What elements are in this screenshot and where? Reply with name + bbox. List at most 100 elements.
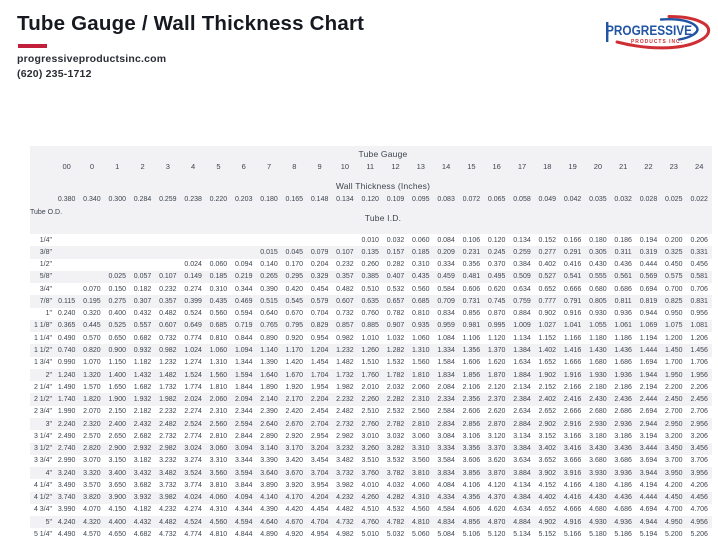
tube-id-value: 3.884 <box>509 467 535 480</box>
tube-id-value: 0.209 <box>433 246 459 259</box>
tube-id-value: 2.982 <box>155 442 181 455</box>
tube-id-value: 0.219 <box>231 270 257 284</box>
tube-id-value: 2.152 <box>538 383 557 391</box>
tube-id-value: 1.524 <box>180 368 206 382</box>
tube-od-label: 3 1/2" <box>30 442 54 455</box>
tube-id-value: 3.732 <box>332 467 358 480</box>
tube-id-value: 3.594 <box>231 467 257 480</box>
tube-id-value: 2.232 <box>332 393 358 406</box>
tube-id-value: 0.709 <box>433 295 459 308</box>
tube-id-value: 4.432 <box>129 516 156 529</box>
tube-id-value: 2.482 <box>155 417 181 431</box>
tube-id-value: 0.956 <box>690 310 708 318</box>
tube-id-value: 1.670 <box>281 368 307 382</box>
tube-id-value: 1.061 <box>610 319 636 333</box>
tube-id-value: 1.232 <box>332 344 358 357</box>
tube-id-value: 2.274 <box>184 408 202 416</box>
tube-id-value: 2.570 <box>83 432 101 440</box>
tube-id-value: 0.045 <box>281 246 307 259</box>
tube-id-value: 2.704 <box>306 417 333 431</box>
tube-id-value: 4.420 <box>285 506 304 514</box>
tube-id-value: 2.810 <box>408 417 434 431</box>
spacer-cell <box>30 159 54 173</box>
tube-id-value: 0.260 <box>361 261 379 269</box>
tube-id-value: 4.670 <box>281 516 307 529</box>
tube-id-value: 4.150 <box>108 506 126 514</box>
tube-id-value: 0.950 <box>665 310 683 318</box>
tube-id-value: 1.902 <box>534 368 560 382</box>
tube-id-value: 1.916 <box>559 368 586 382</box>
tube-id-value: 1.560 <box>412 359 430 367</box>
tube-id-value: 1.560 <box>205 368 232 382</box>
tube-id-value: 0.025 <box>104 270 130 284</box>
wall-thickness-value: 0.035 <box>585 192 611 206</box>
tube-id-value: 2.310 <box>408 393 434 406</box>
tube-id-value: 1.134 <box>513 334 531 342</box>
tube-id-value: 3.070 <box>83 457 101 465</box>
tube-id-value: 2.134 <box>513 383 531 391</box>
tube-id-value: 3.060 <box>205 442 232 455</box>
tube-id-value: 4.320 <box>79 516 105 529</box>
gauge-column-header: 12 <box>382 159 409 173</box>
tube-od-label: 3" <box>30 417 54 431</box>
tube-id-value: 0.810 <box>412 310 430 318</box>
tube-id-value: 0.140 <box>260 261 278 269</box>
tube-id-value: 4.700 <box>665 506 683 514</box>
table-row: 1 1/4" 0.490 0.570 0.650 0.682 0.732 0.774 0.81… <box>30 332 712 344</box>
tube-id-value: 3.282 <box>382 442 409 455</box>
tube-id-value: 3.152 <box>538 432 557 440</box>
tube-id-value: 0.370 <box>487 261 506 269</box>
tube-id-value: 3.186 <box>614 432 632 440</box>
tube-id-value: 2.482 <box>336 408 354 416</box>
tube-id-value: 0.560 <box>209 310 228 318</box>
phone-text: (620) 235-1712 <box>17 68 92 80</box>
tube-id-value: 3.260 <box>357 442 383 455</box>
tube-id-value: 3.436 <box>610 442 636 455</box>
tube-id-value: 0.829 <box>306 319 333 333</box>
tube-id-value: 0.232 <box>159 285 177 293</box>
wall-thickness-value: 0.049 <box>534 192 560 206</box>
tube-id-value: 0.890 <box>260 334 278 342</box>
title-accent-bar <box>18 44 47 48</box>
tube-id-value: 3.390 <box>260 457 278 465</box>
tube-id-value: 0.774 <box>184 334 202 342</box>
tube-id-value: 0.157 <box>382 246 409 259</box>
gauge-numbers-row: 00 0 1 2 3 4 5 6 7 8 9 10 11 12 13 14 15 16 17 18 19 20 21 22 23… <box>30 159 712 173</box>
tube-id-value: 3.902 <box>534 467 560 480</box>
tube-id-value: 3.320 <box>79 467 105 480</box>
tube-id-value: 1.490 <box>57 383 76 391</box>
tube-id-value: 3.810 <box>209 481 228 489</box>
tube-id-value: 1.070 <box>83 359 101 367</box>
tube-id-value: 0.652 <box>538 285 557 293</box>
tube-id-value: 3.120 <box>487 432 506 440</box>
tube-id-value: 0.150 <box>108 285 126 293</box>
tube-id-value: 2.180 <box>589 383 607 391</box>
tube-id-value: 3.666 <box>563 457 582 465</box>
tube-id-value: 4.666 <box>563 506 582 514</box>
tube-id-value: 3.682 <box>133 481 152 489</box>
tube-id-value: 0.482 <box>159 310 177 318</box>
tube-id-value: 3.310 <box>408 442 434 455</box>
tube-id-value: 0.194 <box>639 236 658 244</box>
tube-id-value: 0.435 <box>408 270 434 284</box>
tube-od-label: 2 1/4" <box>33 383 52 391</box>
tube-id-value: 3.384 <box>509 442 535 455</box>
table-row: 3 1/4" 2.490 2.570 2.650 2.682 2.732 2.774 2.81… <box>30 430 712 442</box>
tube-id-value: 2.594 <box>231 417 257 431</box>
tube-id-value: 0.857 <box>332 319 358 333</box>
tube-id-value: 0.650 <box>108 334 126 342</box>
tube-id-value: 3.834 <box>433 467 459 480</box>
tube-id-value: 4.194 <box>639 481 658 489</box>
tube-od-label: 1 3/4" <box>33 359 52 367</box>
tube-id-value: 2.650 <box>108 432 126 440</box>
empty-cell <box>231 234 256 246</box>
tube-id-value: 3.134 <box>513 432 531 440</box>
tube-id-value: 2.232 <box>159 408 177 416</box>
tube-id-value: 4.310 <box>408 491 434 504</box>
tube-od-label: 4 1/2" <box>30 491 54 504</box>
tube-id-value: 1.432 <box>129 368 156 382</box>
gauge-column-header: 22 <box>635 159 662 173</box>
tube-id-value: 1.782 <box>382 368 409 382</box>
tube-id-value: 3.820 <box>79 491 105 504</box>
tube-id-value: 4.930 <box>585 516 611 529</box>
